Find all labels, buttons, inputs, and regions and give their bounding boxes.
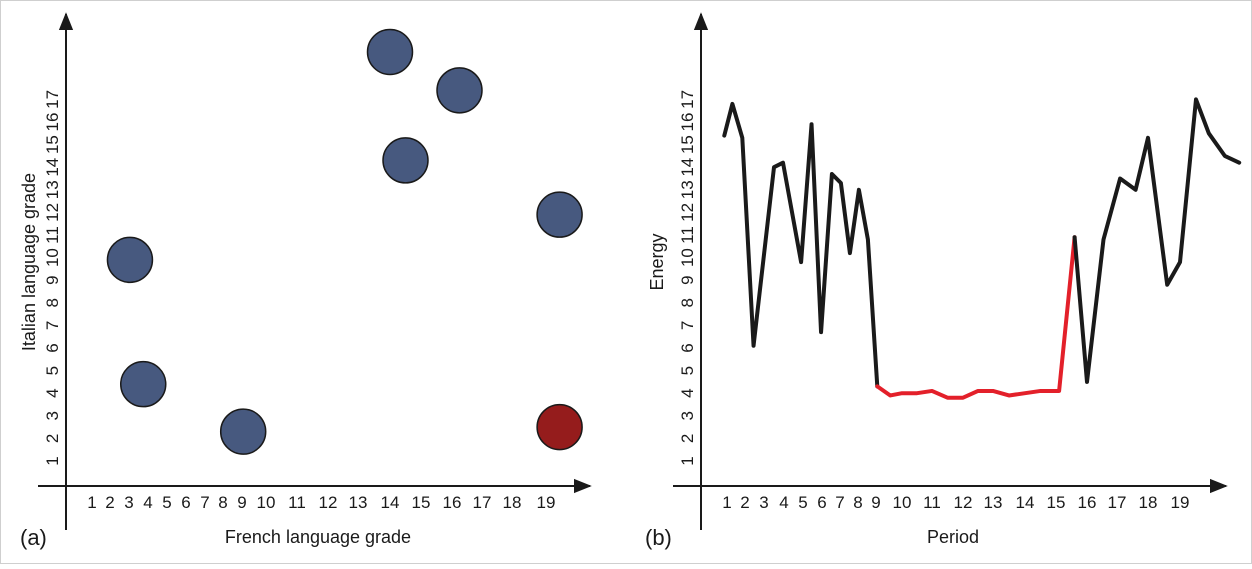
panel-a-x-tick-label: 17 [473,493,492,512]
panel-b-x-tick-label: 15 [1047,493,1066,512]
panel-b-y-tick-label: 6 [678,343,697,352]
panel-a-x-tick-label: 3 [124,493,133,512]
panel-a-y-tick-label: 5 [43,366,62,375]
panel-a-x-tick-label: 5 [162,493,171,512]
scatter-point [219,408,267,455]
scatter-point [536,191,583,238]
scatter-point [106,236,154,284]
panel-a-y-tick-label: 2 [43,434,62,443]
panel-b-y-tick-label: 7 [678,321,697,330]
panel-a-x-tick-label: 1 [87,493,96,512]
panel-b-x-tick-label: 16 [1078,493,1097,512]
panel-b-x-tick-label: 11 [923,493,941,512]
panel-a-x-tick-label: 14 [381,493,400,512]
panel-b-x-tick-label: 10 [893,493,912,512]
panel-a-y-tick-label: 10 [43,248,62,267]
panel-b-label: (b) [645,525,672,550]
panel-a-x-tick-label: 4 [143,493,152,512]
panel-a-y-tick-label: 1 [43,456,62,465]
panel-a-y-tick-label: 14 [43,158,62,177]
panel-b-y-tick-label: 13 [678,180,697,199]
panel-b-x-tick-label: 6 [817,493,826,512]
scatter-point [436,67,483,114]
panel-b-y-tick-label: 8 [678,298,697,307]
panel-a-y-tick-label: 17 [43,90,62,109]
panel-b-x-tick-label: 12 [954,493,973,512]
panel-b-y-tick-label: 15 [678,135,697,154]
panel-b-x-tick-labels: 1 2 3 4 5 6 7 8 9 10 11 12 13 14 15 16 17 18 19 [722,493,1189,512]
panel-a-y-tick-label: 9 [43,275,62,284]
scatter-point [536,403,583,451]
panel-a-y-tick-label: 3 [43,411,62,420]
series-line [722,101,880,389]
panel-a-x-tick-label: 2 [105,493,114,512]
panel-b-x-tick-label: 2 [740,493,749,512]
panel-a-x-tick-label: 11 [288,493,306,512]
panel-a-x-tick-label: 12 [319,493,338,512]
panel-a-y-axis-label: Italian language grade [19,173,39,351]
panel-a-y-tick-label: 4 [43,388,62,397]
panel-a-y-tick-label: 16 [43,113,62,132]
panel-a-x-tick-label: 18 [503,493,522,512]
panel-a-x-tick-labels: 1 2 3 4 5 6 7 8 9 10 11 12 13 14 15 16 17 18 19 [87,493,555,512]
panel-b-x-tick-label: 17 [1108,493,1127,512]
panel-a-y-tick-label: 15 [43,135,62,154]
panel-a: 1 2 3 4 5 6 7 8 9 10 11 12 13 14 15 16 17 18 19 1234567891… [19,12,592,550]
panel-a-x-axis-label: French language grade [225,527,411,547]
panel-b-y-tick-label: 16 [678,113,697,132]
scatter-point [120,360,167,408]
panel-a-x-tick-label: 10 [257,493,276,512]
panel-b-x-tick-label: 1 [722,493,731,512]
panel-b-y-tick-label: 12 [678,203,697,222]
panel-b-y-tick-label: 17 [678,90,697,109]
panel-b-y-tick-label: 2 [678,434,697,443]
panel-b-x-tick-label: 7 [835,493,844,512]
panel-a-x-tick-label: 6 [181,493,190,512]
panel-b-y-tick-label: 5 [678,366,697,375]
panel-a-y-tick-label: 8 [43,298,62,307]
panel-b-x-tick-label: 19 [1171,493,1190,512]
panel-b-x-tick-label: 3 [759,493,768,512]
panel-a-x-tick-label: 13 [349,493,368,512]
panel-b-y-tick-label: 1 [678,456,697,465]
panel-b-y-tick-label: 3 [678,411,697,420]
panel-a-y-tick-label: 11 [43,226,62,244]
panel-b-y-tick-label: 9 [678,275,697,284]
panel-a-label: (a) [20,525,47,550]
panel-a-y-tick-label: 6 [43,343,62,352]
panel-b-x-tick-label: 8 [853,493,862,512]
series-line [1072,97,1242,384]
panel-a-x-tick-label: 9 [237,493,246,512]
scatter-point [382,137,429,184]
panel-b-x-axis-label: Period [927,527,979,547]
panel-b-x-tick-label: 14 [1016,493,1035,512]
highlighted-series-line [875,235,1077,400]
panel-b-x-tick-label: 18 [1139,493,1158,512]
panel-a-x-tick-label: 8 [218,493,227,512]
panel-a-x-tick-label: 19 [537,493,556,512]
panel-a-y-tick-label: 12 [43,203,62,222]
panel-a-x-tick-label: 15 [412,493,431,512]
panel-b-x-tick-label: 9 [871,493,880,512]
panel-b-x-tick-label: 4 [779,493,788,512]
panel-a-y-tick-label: 13 [43,180,62,199]
panel-b-y-axis-label: Energy [647,233,667,290]
panel-b-y-tick-label: 11 [678,226,697,244]
scatter-point [366,28,414,76]
panel-b-y-tick-label: 4 [678,388,697,397]
panel-b-y-tick-label: 10 [678,248,697,267]
panel-b-x-tick-label: 13 [984,493,1003,512]
panel-a-points [106,28,583,455]
panel-a-x-tick-label: 16 [443,493,462,512]
panel-a-y-tick-label: 7 [43,321,62,330]
panel-b-series [722,97,1242,400]
panel-b-x-tick-label: 5 [798,493,807,512]
panel-a-x-tick-label: 7 [200,493,209,512]
panel-b: 1 2 3 4 5 6 7 8 9 10 11 12 13 14 15 16 17 18 19 1234567891… [645,12,1242,550]
panel-b-y-tick-label: 14 [678,158,697,177]
